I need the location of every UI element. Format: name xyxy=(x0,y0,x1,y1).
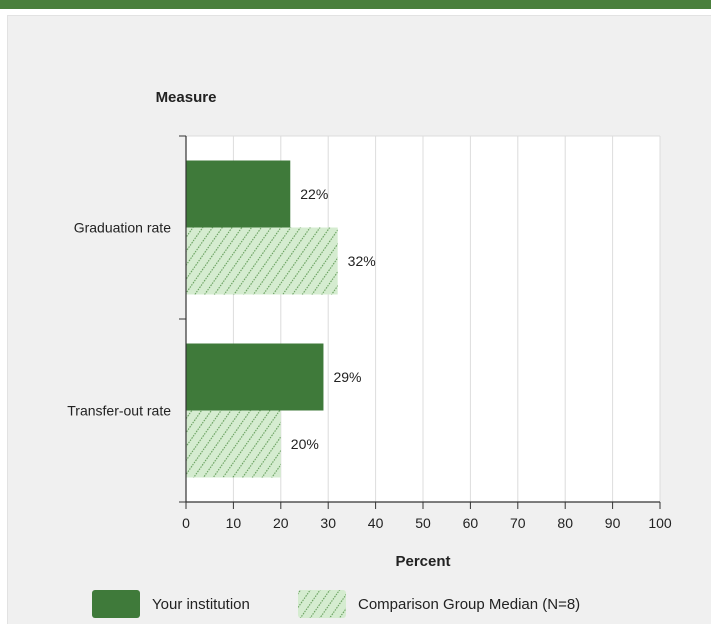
data-label: 20% xyxy=(291,436,319,452)
top-accent-bar xyxy=(0,0,711,9)
x-tick-label: 10 xyxy=(226,515,242,531)
bar-your-institution xyxy=(186,343,324,411)
category-label: Transfer-out rate xyxy=(67,403,171,419)
bar-comparison xyxy=(186,227,338,295)
bars: 22% 32% 29% 20% xyxy=(186,160,376,478)
legend-label-your-institution: Your institution xyxy=(152,596,250,613)
x-axis-title: Percent xyxy=(395,553,450,570)
x-tick-label: 0 xyxy=(182,515,190,531)
x-tick-label: 60 xyxy=(463,515,479,531)
category-axis-title: Measure xyxy=(156,89,217,106)
x-tick-label: 20 xyxy=(273,515,289,531)
bar-comparison xyxy=(186,410,281,478)
legend: Your institution Comparison Group Median… xyxy=(92,590,580,618)
bar-your-institution xyxy=(186,160,291,228)
legend-swatch-your-institution xyxy=(92,590,140,618)
legend-label-comparison: Comparison Group Median (N=8) xyxy=(358,596,580,613)
x-tick-label: 30 xyxy=(320,515,336,531)
axes xyxy=(179,135,661,509)
category-label: Graduation rate xyxy=(74,220,171,236)
category-labels: Graduation rate Transfer-out rate xyxy=(67,220,171,419)
data-label: 29% xyxy=(333,369,361,385)
x-tick-label: 50 xyxy=(415,515,431,531)
x-tick-label: 40 xyxy=(368,515,384,531)
x-tick-labels: 0 10 20 30 40 50 60 70 80 90 100 xyxy=(182,515,672,531)
data-label: 32% xyxy=(348,253,376,269)
legend-swatch-comparison xyxy=(298,590,346,618)
gridlines xyxy=(186,135,661,502)
x-tick-label: 90 xyxy=(605,515,621,531)
x-tick-label: 100 xyxy=(648,515,672,531)
x-tick-label: 70 xyxy=(510,515,526,531)
x-tick-label: 80 xyxy=(557,515,573,531)
data-label: 22% xyxy=(300,186,328,202)
